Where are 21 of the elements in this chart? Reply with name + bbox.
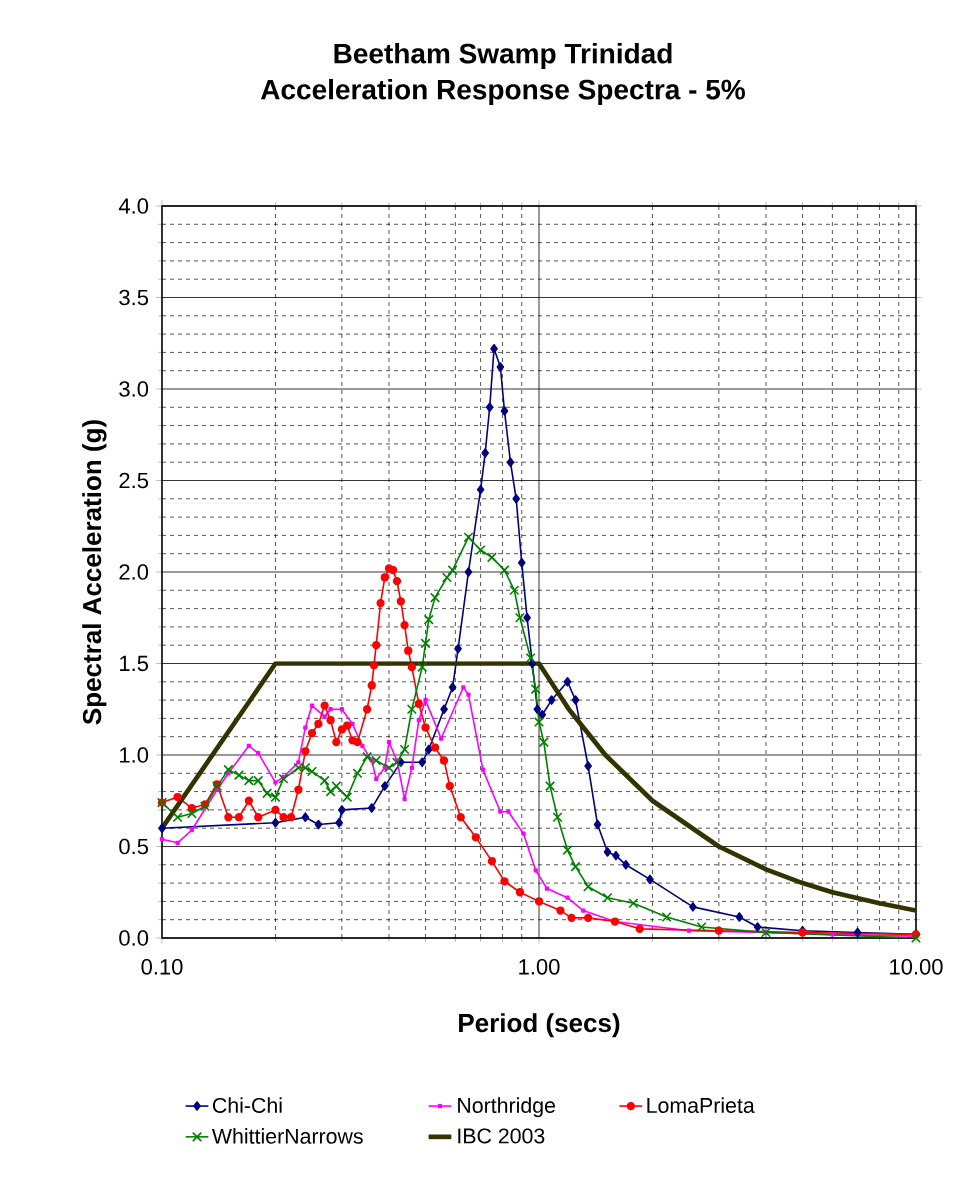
legend-label: IBC 2003 xyxy=(458,1128,545,1144)
legend-label: WhittierNarrows xyxy=(211,1128,363,1144)
x-tick-label: 10.00 xyxy=(890,959,943,975)
y-tick-label: 1.5 xyxy=(120,655,149,672)
y-tick-label: 0.5 xyxy=(119,838,149,855)
y-tick-label: 0.0 xyxy=(119,930,149,946)
y-tick-label: 3.0 xyxy=(119,381,149,397)
chart-subtitle: Acceleration Response Spectra - 5% xyxy=(260,78,745,106)
chart-title: Beetham Swamp Trinidad xyxy=(334,42,672,70)
y-tick-label: 2.0 xyxy=(119,564,149,580)
legend-label: Chi-Chi xyxy=(212,1097,282,1113)
x-tick-label: 1.00 xyxy=(519,959,560,975)
y-tick-label: 4.0 xyxy=(118,198,149,214)
x-tick-label: 0.10 xyxy=(141,959,183,975)
y-tick-label: 1.0 xyxy=(120,747,149,763)
x-axis-title: Period (secs) xyxy=(459,1013,620,1038)
y-axis-title: Spectral Acceleration (g) xyxy=(82,420,107,725)
legend-label: Northridge xyxy=(458,1097,555,1118)
y-tick-label: 3.5 xyxy=(119,289,149,306)
y-tick-label: 2.5 xyxy=(119,472,149,489)
legend-label: LomaPrieta xyxy=(647,1097,755,1113)
